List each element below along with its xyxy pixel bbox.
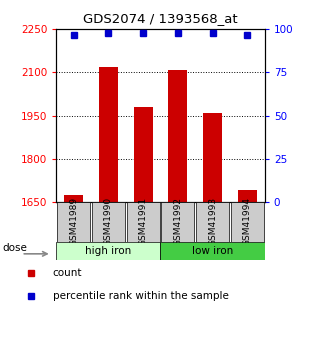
Text: low iron: low iron: [192, 246, 233, 256]
Bar: [231, 202, 264, 242]
Bar: [168, 70, 187, 202]
Bar: [161, 202, 195, 242]
Bar: [64, 196, 83, 202]
Text: GSM41990: GSM41990: [104, 197, 113, 246]
Bar: [126, 202, 160, 242]
Bar: [56, 241, 160, 260]
Bar: [160, 241, 265, 260]
Text: GSM41992: GSM41992: [173, 197, 182, 246]
Text: GDS2074 / 1393568_at: GDS2074 / 1393568_at: [83, 12, 238, 25]
Bar: [57, 202, 90, 242]
Text: GSM41993: GSM41993: [208, 197, 217, 246]
Bar: [92, 202, 125, 242]
Text: percentile rank within the sample: percentile rank within the sample: [53, 291, 229, 301]
Bar: [203, 113, 222, 202]
Text: GSM41994: GSM41994: [243, 197, 252, 246]
Text: GSM41989: GSM41989: [69, 197, 78, 246]
Text: dose: dose: [3, 243, 28, 253]
Bar: [99, 67, 118, 202]
Bar: [134, 107, 153, 202]
Bar: [238, 190, 257, 202]
Bar: [196, 202, 229, 242]
Text: high iron: high iron: [85, 246, 132, 256]
Text: count: count: [53, 268, 82, 278]
Text: GSM41991: GSM41991: [139, 197, 148, 246]
